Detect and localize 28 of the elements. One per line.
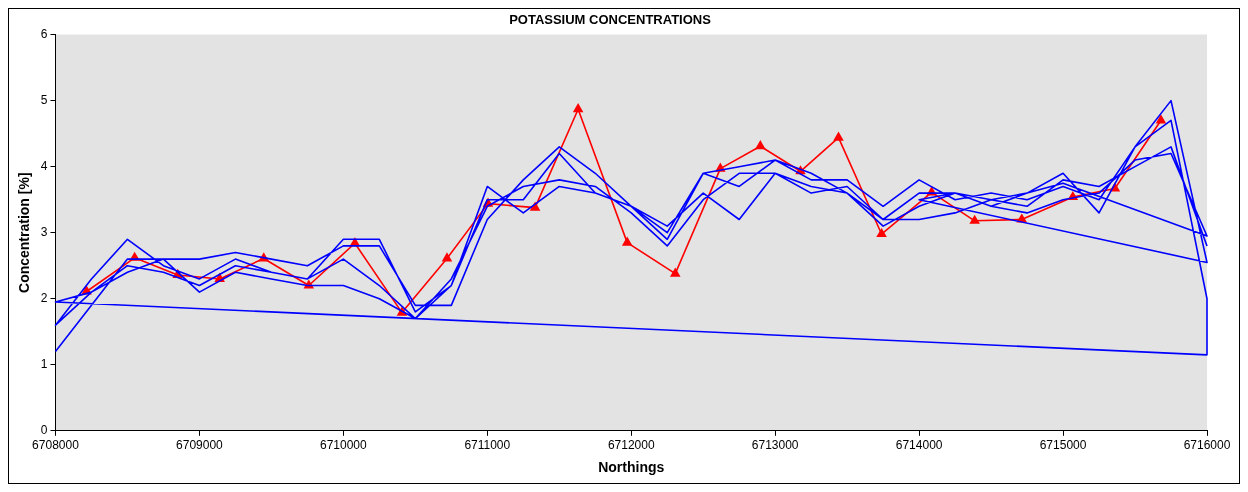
- y-tick-label: 3: [40, 225, 48, 240]
- x-tick-label: 6708000: [32, 438, 80, 453]
- y-tick-label: 0: [40, 423, 48, 438]
- point: [833, 132, 844, 141]
- point: [876, 228, 887, 238]
- chart-title: POTASSIUM CONCENTRATIONS: [509, 12, 712, 28]
- point: [670, 268, 680, 277]
- y-tick-label: 6: [40, 26, 48, 41]
- x-tick-label: 6711000: [464, 438, 511, 453]
- point: [1156, 115, 1166, 124]
- point: [755, 140, 766, 150]
- y-axis-title: Concentration [%]: [16, 172, 33, 293]
- y-tick-label: 4: [40, 158, 48, 173]
- x-tick-label: 6716000: [1183, 438, 1231, 453]
- y-tick-label: 1: [40, 357, 48, 372]
- x-tick-label: 6709000: [176, 438, 224, 453]
- point: [442, 253, 452, 262]
- x-tick-label: 6715000: [1039, 438, 1087, 453]
- point: [969, 215, 980, 224]
- x-axis-title: Northings: [598, 459, 665, 476]
- x-tick-label: 6712000: [607, 438, 655, 453]
- point: [622, 237, 632, 246]
- x-tick-label: 6714000: [895, 438, 943, 453]
- y-tick-label: 5: [40, 92, 48, 107]
- x-tick-label: 6710000: [320, 438, 368, 453]
- y-tick-label: 2: [40, 291, 48, 306]
- x-tick-label: 6713000: [751, 438, 799, 453]
- point: [573, 103, 583, 113]
